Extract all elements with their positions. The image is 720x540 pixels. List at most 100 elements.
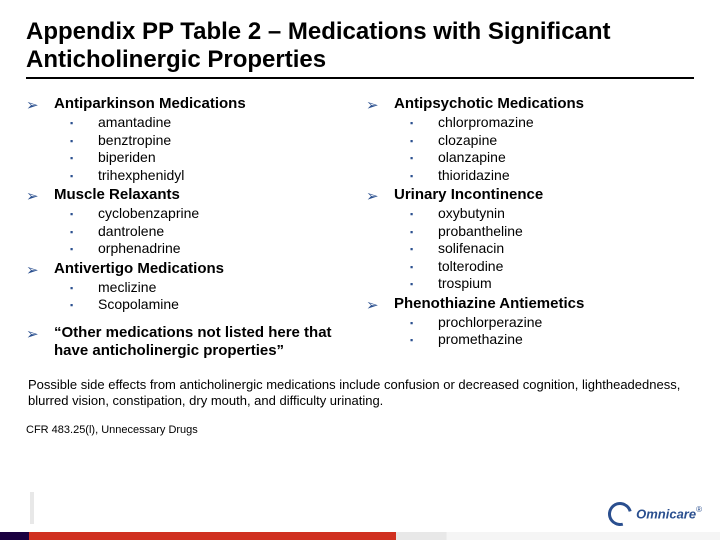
square-bullet-icon: ▪: [410, 240, 438, 255]
content-columns: ➢ Antiparkinson Medications ▪amantadine …: [26, 95, 694, 363]
arrow-bullet-icon: ➢: [366, 295, 394, 314]
arrow-bullet-icon: ➢: [26, 186, 54, 205]
list-item: ▪tolterodine: [410, 258, 694, 276]
list-item: ▪solifenacin: [410, 240, 694, 258]
list-item: ▪dantrolene: [70, 223, 354, 241]
category-header: ➢ “Other medications not listed here tha…: [26, 324, 354, 362]
category-label: Phenothiazine Antiemetics: [394, 295, 584, 314]
list-item: ▪trospium: [410, 275, 694, 293]
slide-container: Appendix PP Table 2 – Medications with S…: [0, 0, 720, 540]
category-header: ➢ Urinary Incontinence: [366, 186, 694, 205]
square-bullet-icon: ▪: [70, 205, 98, 220]
arrow-bullet-icon: ➢: [366, 95, 394, 114]
square-bullet-icon: ▪: [70, 279, 98, 294]
category-urinary: ➢ Urinary Incontinence ▪oxybutynin ▪prob…: [366, 186, 694, 293]
item-list: ▪cyclobenzaprine ▪dantrolene ▪orphenadri…: [26, 205, 354, 258]
category-label: Antiparkinson Medications: [54, 95, 246, 114]
list-item: ▪benztropine: [70, 132, 354, 150]
item-list: ▪prochlorperazine ▪promethazine: [366, 314, 694, 349]
item-label: thioridazine: [438, 167, 510, 185]
list-item: ▪oxybutynin: [410, 205, 694, 223]
list-item: ▪chlorpromazine: [410, 114, 694, 132]
category-antivertigo: ➢ Antivertigo Medications ▪meclizine ▪Sc…: [26, 260, 354, 314]
item-label: probantheline: [438, 223, 523, 241]
list-item: ▪trihexphenidyl: [70, 167, 354, 185]
category-phenothiazine: ➢ Phenothiazine Antiemetics ▪prochlorper…: [366, 295, 694, 349]
list-item: ▪prochlorperazine: [410, 314, 694, 332]
item-list: ▪oxybutynin ▪probantheline ▪solifenacin …: [366, 205, 694, 293]
item-list: ▪chlorpromazine ▪clozapine ▪olanzapine ▪…: [366, 114, 694, 184]
item-label: olanzapine: [438, 149, 506, 167]
omnicare-logo: Omnicare®: [608, 502, 702, 526]
item-list: ▪amantadine ▪benztropine ▪biperiden ▪tri…: [26, 114, 354, 184]
list-item: ▪Scopolamine: [70, 296, 354, 314]
item-label: oxybutynin: [438, 205, 505, 223]
list-item: ▪promethazine: [410, 331, 694, 349]
category-label: Muscle Relaxants: [54, 186, 180, 205]
square-bullet-icon: ▪: [410, 149, 438, 164]
square-bullet-icon: ▪: [410, 223, 438, 238]
square-bullet-icon: ▪: [70, 167, 98, 182]
list-item: ▪biperiden: [70, 149, 354, 167]
item-label: clozapine: [438, 132, 497, 150]
side-accent-line: [30, 492, 34, 524]
category-other: ➢ “Other medications not listed here tha…: [26, 324, 354, 362]
item-label: benztropine: [98, 132, 171, 150]
square-bullet-icon: ▪: [70, 132, 98, 147]
logo-name: Omnicare: [636, 506, 696, 521]
item-label: cyclobenzaprine: [98, 205, 199, 223]
list-item: ▪probantheline: [410, 223, 694, 241]
item-label: Scopolamine: [98, 296, 179, 314]
category-label: Antipsychotic Medications: [394, 95, 584, 114]
cfr-citation: CFR 483.25(l), Unnecessary Drugs: [26, 424, 694, 436]
list-item: ▪amantadine: [70, 114, 354, 132]
category-muscle-relaxants: ➢ Muscle Relaxants ▪cyclobenzaprine ▪dan…: [26, 186, 354, 258]
list-item: ▪meclizine: [70, 279, 354, 297]
square-bullet-icon: ▪: [410, 314, 438, 329]
list-item: ▪olanzapine: [410, 149, 694, 167]
square-bullet-icon: ▪: [410, 167, 438, 182]
category-header: ➢ Muscle Relaxants: [26, 186, 354, 205]
logo-text: Omnicare®: [636, 505, 702, 523]
square-bullet-icon: ▪: [70, 223, 98, 238]
square-bullet-icon: ▪: [410, 205, 438, 220]
item-label: solifenacin: [438, 240, 504, 258]
square-bullet-icon: ▪: [410, 114, 438, 129]
item-label: dantrolene: [98, 223, 164, 241]
logo-swirl-icon: [604, 498, 637, 531]
square-bullet-icon: ▪: [410, 258, 438, 273]
category-header: ➢ Antiparkinson Medications: [26, 95, 354, 114]
list-item: ▪orphenadrine: [70, 240, 354, 258]
category-header: ➢ Antipsychotic Medications: [366, 95, 694, 114]
item-label: tolterodine: [438, 258, 503, 276]
item-label: amantadine: [98, 114, 171, 132]
item-label: promethazine: [438, 331, 523, 349]
item-label: prochlorperazine: [438, 314, 542, 332]
category-label: Antivertigo Medications: [54, 260, 224, 279]
list-item: ▪thioridazine: [410, 167, 694, 185]
right-column: ➢ Antipsychotic Medications ▪chlorpromaz…: [366, 95, 694, 363]
arrow-bullet-icon: ➢: [26, 324, 54, 343]
footer-color-bar: [0, 532, 720, 540]
square-bullet-icon: ▪: [70, 296, 98, 311]
side-effects-text: Possible side effects from anticholinerg…: [26, 377, 694, 410]
category-label: “Other medications not listed here that …: [54, 324, 354, 362]
list-item: ▪cyclobenzaprine: [70, 205, 354, 223]
square-bullet-icon: ▪: [410, 331, 438, 346]
item-label: orphenadrine: [98, 240, 181, 258]
item-label: chlorpromazine: [438, 114, 534, 132]
square-bullet-icon: ▪: [70, 114, 98, 129]
item-label: trospium: [438, 275, 492, 293]
registered-icon: ®: [696, 505, 702, 514]
square-bullet-icon: ▪: [410, 275, 438, 290]
category-header: ➢ Antivertigo Medications: [26, 260, 354, 279]
square-bullet-icon: ▪: [70, 149, 98, 164]
category-antipsychotic: ➢ Antipsychotic Medications ▪chlorpromaz…: [366, 95, 694, 184]
arrow-bullet-icon: ➢: [26, 95, 54, 114]
slide-title: Appendix PP Table 2 – Medications with S…: [26, 18, 694, 79]
arrow-bullet-icon: ➢: [26, 260, 54, 279]
list-item: ▪clozapine: [410, 132, 694, 150]
item-list: ▪meclizine ▪Scopolamine: [26, 279, 354, 314]
square-bullet-icon: ▪: [410, 132, 438, 147]
square-bullet-icon: ▪: [70, 240, 98, 255]
